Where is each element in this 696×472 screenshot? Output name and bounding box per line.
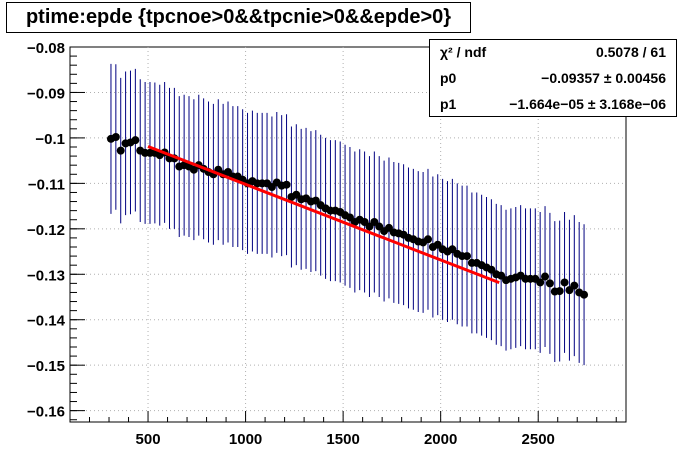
y-tick-label: −0.1: [35, 131, 65, 148]
stat-name-p0: p0: [440, 70, 457, 86]
data-point: [282, 180, 291, 189]
x-tick-label: 1000: [229, 431, 262, 448]
fit-line-segment: [147, 145, 500, 285]
data-point: [545, 279, 554, 288]
x-tick-label: 1500: [326, 431, 359, 448]
y-tick-label: −0.14: [27, 313, 66, 330]
x-tick-label: 500: [136, 431, 161, 448]
axis-ticks: [70, 46, 617, 422]
y-tick-label: −0.12: [27, 222, 65, 239]
stat-name-p1: p1: [440, 96, 457, 112]
stats-row-p0: p0 −0.09357 ± 0.00456: [430, 66, 676, 90]
x-tick-label: 2500: [522, 431, 555, 448]
y-tick-label: −0.15: [27, 358, 65, 375]
y-tick-label: −0.08: [27, 40, 65, 57]
data-point: [536, 278, 545, 287]
stats-row-p1: p1 −1.664e−05 ± 3.168e−06: [430, 92, 676, 116]
y-tick-label: −0.09: [27, 85, 65, 102]
data-point: [463, 252, 472, 261]
stats-row-chi2: χ² / ndf 0.5078 / 61: [430, 40, 676, 64]
plot-frame: [69, 46, 627, 423]
data-point: [541, 272, 550, 281]
data-point: [570, 281, 579, 290]
fit-line: [147, 145, 500, 285]
y-tick-label: −0.11: [28, 176, 65, 193]
data-point: [555, 287, 564, 296]
data-point: [116, 146, 125, 155]
y-tick-label: −0.16: [27, 404, 65, 421]
stat-value-p0: −0.09357 ± 0.00456: [541, 70, 666, 86]
data-point: [580, 290, 589, 299]
data-point: [111, 133, 120, 141]
stats-box: χ² / ndf 0.5078 / 61 p0 −0.09357 ± 0.004…: [429, 39, 677, 117]
x-tick-label: 2000: [424, 431, 457, 448]
chart-title: ptime:epde {tpcnoe>0&&tpcnie>0&&epde>0}: [6, 2, 471, 33]
data-point: [560, 278, 569, 287]
x-tick-labels: 500 1000 1500 2000 2500: [136, 431, 555, 448]
y-tick-labels: −0.16 −0.15 −0.14 −0.13 −0.12 −0.11 −0.1 −0.09 −…: [27, 40, 66, 421]
data-point: [423, 235, 432, 244]
grid-lines: [70, 47, 626, 422]
data-point: [131, 136, 140, 145]
stat-value-chi2: 0.5078 / 61: [595, 44, 666, 60]
stat-value-p1: −1.664e−05 ± 3.168e−06: [509, 96, 666, 112]
y-tick-label: −0.13: [27, 267, 65, 284]
stat-name-chi2: χ² / ndf: [440, 44, 487, 60]
